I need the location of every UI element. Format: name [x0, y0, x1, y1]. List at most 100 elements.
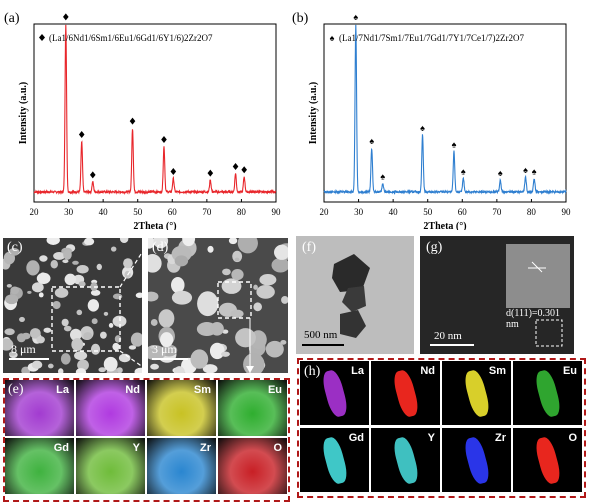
particle — [228, 238, 238, 245]
particle — [8, 351, 17, 356]
hrtem-overlay-g — [528, 261, 563, 347]
x-tick-label-a: 20 — [30, 207, 40, 217]
particle — [36, 272, 51, 285]
legend-label-b: (La1/7Nd1/7Sm1/7Eu1/7Gd1/7Y1/7Ce1/7)2Zr2… — [339, 33, 524, 43]
particle — [43, 327, 52, 333]
peak-marker-a — [89, 171, 96, 179]
particle — [221, 351, 230, 357]
particle — [38, 292, 44, 298]
particle — [231, 269, 244, 281]
particle — [202, 364, 218, 373]
particle — [3, 338, 14, 351]
particle — [52, 300, 61, 310]
particle — [130, 332, 142, 347]
peak-marker-b: ♠ — [461, 166, 466, 176]
particle — [47, 363, 54, 369]
y-axis-label-b: Intensity (a.u.) — [308, 82, 319, 145]
legend-marker-b: ♠ — [330, 33, 335, 43]
eds-element-label: Y — [427, 432, 435, 444]
x-tick-label-b: 20 — [320, 207, 330, 217]
particle — [148, 238, 155, 249]
particle — [4, 328, 15, 336]
particle — [100, 331, 107, 339]
scale-text-g: 20 nm — [434, 330, 462, 342]
eds-signal-h — [320, 435, 350, 486]
hrtem-image-g: (g) d(111)=0.301 nm 20 nm — [420, 236, 574, 354]
particle — [150, 363, 159, 370]
particle — [158, 309, 175, 328]
x-tick-label-b: 90 — [562, 207, 572, 217]
x-axis-label-b: 2Theta (°) — [423, 221, 466, 230]
particle — [234, 257, 240, 262]
eds-map-h-nd: Nd — [371, 361, 440, 425]
particle — [237, 238, 258, 254]
particle — [150, 345, 155, 349]
eds-element-label: Y — [132, 442, 140, 454]
scale-text-f: 500 nm — [304, 329, 338, 341]
eds-map-h-sm: Sm — [442, 361, 511, 425]
peak-marker-a — [63, 13, 69, 21]
eds-element-label: Sm — [193, 384, 211, 396]
particle — [103, 311, 109, 316]
x-tick-label-b: 60 — [458, 207, 468, 217]
peak-marker-a — [129, 117, 136, 125]
scale-bar-f — [302, 344, 344, 346]
particle — [171, 276, 185, 294]
particle — [64, 273, 77, 286]
x-tick-label-b: 40 — [389, 207, 399, 217]
eds-box-h — [297, 358, 586, 498]
series-line-a — [33, 24, 277, 196]
particle — [5, 294, 19, 305]
sem-particles-c — [3, 238, 142, 373]
peak-marker-b: ♠ — [380, 172, 385, 182]
eds-map-e-gd: Gd — [5, 438, 74, 494]
y-axis-label-a: Intensity (a.u.) — [18, 82, 29, 145]
x-tick-label-a: 50 — [133, 207, 143, 217]
particle — [112, 315, 127, 327]
x-tick-label-a: 60 — [168, 207, 178, 217]
particle — [103, 356, 118, 372]
particle — [119, 238, 129, 244]
particle — [123, 258, 133, 269]
particle — [256, 284, 275, 299]
panel-label-b: (b) — [292, 11, 309, 26]
particle — [221, 278, 242, 294]
panel-label-c: (c) — [7, 240, 23, 255]
particle — [253, 302, 263, 312]
eds-map-h-la: La — [300, 361, 369, 425]
xrd-chart-b: (b) 20 30 40 50 60 70 80 90 2Theta (°) Intensity (… — [292, 11, 572, 230]
x-tick-label-a: 40 — [99, 207, 109, 217]
zoom-box-d — [217, 281, 252, 319]
peak-marker-a — [241, 166, 247, 174]
scale-text-c: 8 μm — [11, 342, 36, 356]
particle — [83, 238, 95, 246]
panel-label-a: (a) — [4, 11, 20, 26]
particle — [60, 353, 71, 365]
particle — [31, 282, 44, 293]
eds-map-e-la: La — [5, 380, 74, 436]
particle — [171, 290, 193, 305]
particle — [72, 260, 79, 265]
eds-map-e-y: Y — [76, 438, 145, 494]
zoom-lines — [119, 239, 151, 373]
xrd-chart-a: (a) 20 30 40 50 60 70 80 90 2Theta (°) Intensity … — [4, 11, 281, 230]
particle — [209, 342, 225, 360]
panel-label-h: (h) — [304, 364, 321, 379]
d-spacing-label: d(111)=0.301 nm — [506, 308, 561, 330]
eds-element-label: Nd — [125, 384, 140, 396]
particle — [71, 337, 84, 352]
peak-marker-a — [170, 167, 177, 175]
peak-marker-a — [161, 136, 167, 144]
particle — [63, 325, 72, 332]
eds-element-label: O — [568, 432, 577, 444]
particle — [78, 281, 86, 288]
eds-element-label: Eu — [562, 365, 577, 377]
eds-signal-h — [391, 368, 421, 419]
particle — [10, 286, 20, 295]
panel-label-d: (d) — [152, 240, 169, 255]
particle — [54, 287, 69, 298]
particle — [190, 349, 209, 369]
peak-marker-b: ♠ — [369, 136, 374, 146]
peak-marker-b: ♠ — [452, 140, 457, 150]
x-tick-label-b: 50 — [423, 207, 433, 217]
